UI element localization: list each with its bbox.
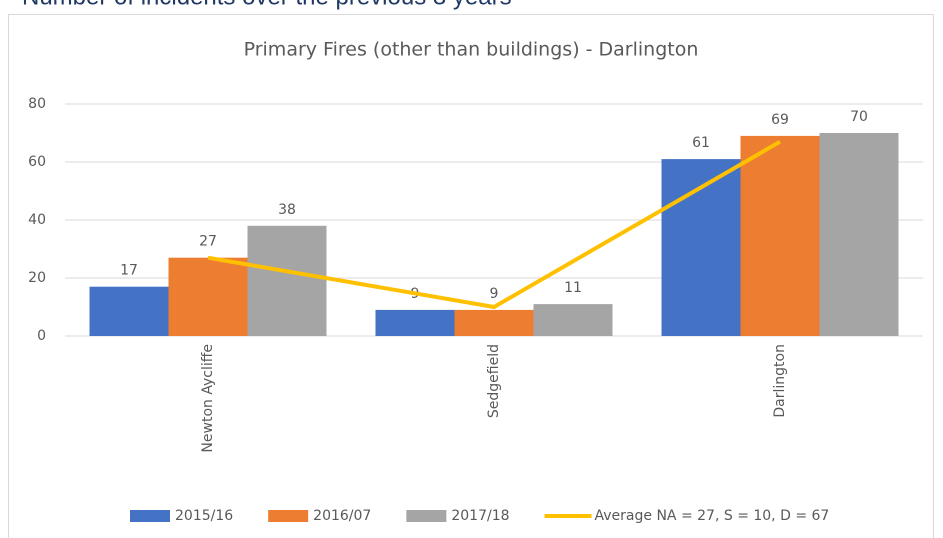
bar	[247, 225, 327, 336]
legend-label: Average NA = 27, S = 10, D = 67	[595, 508, 830, 524]
y-tick-label: 80	[28, 96, 46, 112]
bar	[533, 304, 613, 336]
data-label: 70	[850, 109, 868, 125]
y-tick-label: 40	[28, 212, 46, 228]
legend-swatch	[406, 510, 447, 522]
legend-label: 2016/07	[313, 508, 371, 524]
bar	[168, 257, 248, 336]
chart-border	[8, 14, 934, 538]
data-label: 27	[199, 234, 217, 250]
chart-title: Primary Fires (other than buildings) - D…	[244, 39, 699, 61]
line-series	[207, 139, 782, 309]
page-title: Number of incidents over the previous 3 …	[22, 0, 512, 10]
bar	[454, 309, 534, 336]
data-label: 61	[692, 135, 710, 151]
bar	[740, 135, 820, 336]
legend-label: 2015/16	[175, 508, 233, 524]
y-tick-label: 0	[37, 328, 46, 344]
legend-swatch	[268, 510, 309, 522]
legend-swatch	[130, 510, 170, 522]
data-label: 11	[564, 280, 582, 296]
legend-label: 2017/18	[451, 508, 509, 524]
data-label: 69	[771, 112, 789, 128]
bar	[89, 286, 169, 336]
x-tick-label: Newton Aycliffe	[200, 344, 216, 453]
bar	[819, 133, 899, 336]
data-label: 17	[120, 263, 138, 279]
bar	[375, 309, 455, 336]
x-tick-label: Darlington	[772, 344, 788, 418]
y-tick-label: 60	[28, 154, 46, 170]
data-label: 9	[490, 286, 499, 302]
y-tick-label: 20	[28, 270, 46, 286]
x-tick-label: Sedgefield	[486, 344, 502, 418]
data-label: 38	[278, 202, 296, 218]
